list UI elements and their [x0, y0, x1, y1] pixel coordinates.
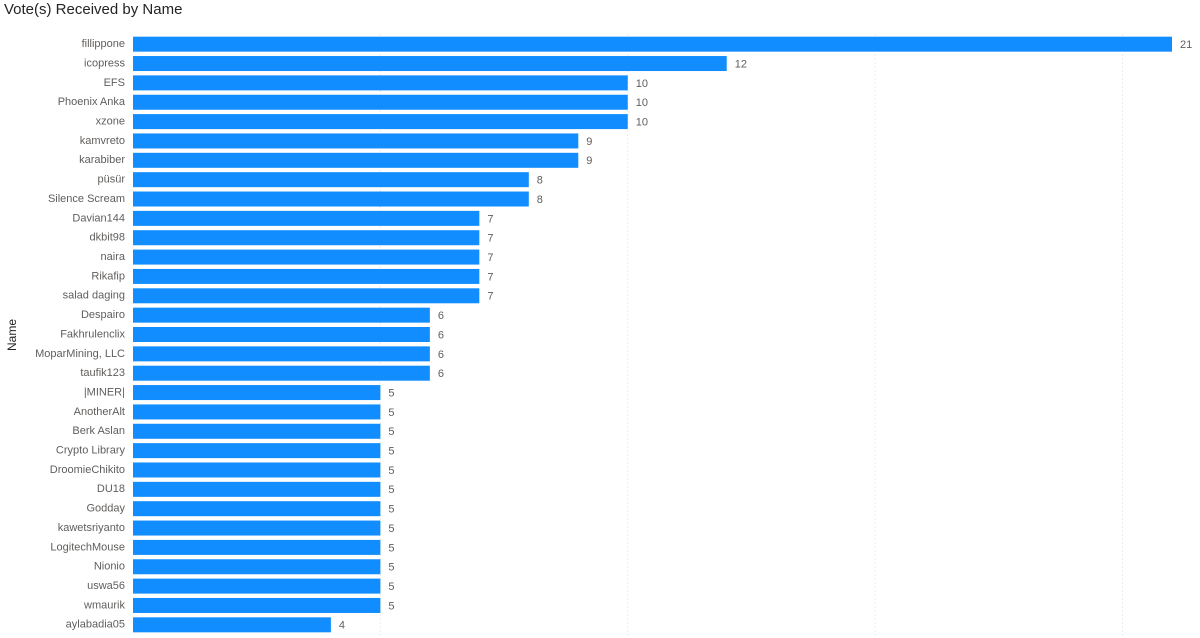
- data-label: 8: [537, 194, 543, 206]
- y-tick-label: icopress: [84, 57, 125, 69]
- bar: [133, 249, 480, 265]
- bar: [133, 56, 727, 72]
- y-tick-label: EFS: [104, 77, 125, 89]
- data-label: 10: [636, 97, 648, 109]
- data-label: 5: [388, 562, 394, 574]
- y-tick-label: uswa56: [87, 580, 125, 592]
- bar: [133, 481, 381, 497]
- bar: [133, 559, 381, 575]
- bar: [133, 75, 628, 91]
- bar: [133, 133, 579, 149]
- data-label: 5: [388, 407, 394, 419]
- bar: [133, 443, 381, 459]
- y-tick-label: Davian144: [72, 212, 125, 224]
- bar: [133, 617, 331, 633]
- bar: [133, 307, 430, 323]
- data-label: 9: [586, 136, 592, 148]
- bar: [133, 520, 381, 536]
- bar: [133, 288, 480, 304]
- y-tick-label: AnotherAlt: [74, 406, 125, 418]
- y-tick-label: fillippone: [82, 38, 125, 50]
- data-label: 7: [487, 271, 493, 283]
- bar: [133, 385, 381, 401]
- data-label: 12: [735, 58, 747, 70]
- data-label: 5: [388, 504, 394, 516]
- y-tick-label: Nionio: [94, 561, 125, 573]
- data-label: 4: [339, 620, 345, 632]
- y-tick-label: Berk Aslan: [72, 425, 125, 437]
- y-tick-label: DroomieChikito: [50, 464, 125, 476]
- y-tick-label: salad daging: [63, 290, 125, 302]
- data-label: 6: [438, 310, 444, 322]
- data-label: 7: [487, 291, 493, 303]
- y-axis-title: Name: [5, 319, 19, 351]
- y-tick-label: DU18: [97, 483, 125, 495]
- bar: [133, 268, 480, 284]
- bar: [133, 172, 529, 188]
- bar: [133, 152, 579, 168]
- bar: [133, 346, 430, 362]
- y-tick-label: Fakhrulenclix: [60, 328, 125, 340]
- data-label: 7: [487, 252, 493, 264]
- bar: [133, 114, 628, 130]
- y-tick-label: Despairo: [81, 309, 125, 321]
- bar: [133, 365, 430, 381]
- data-label: 6: [438, 329, 444, 341]
- y-tick-label: Rikafip: [91, 270, 125, 282]
- data-label: 9: [586, 155, 592, 167]
- bar: [133, 501, 381, 517]
- bar: [133, 404, 381, 420]
- y-tick-label: naira: [101, 251, 126, 263]
- data-label: 6: [438, 368, 444, 380]
- y-tick-label: Silence Scream: [48, 193, 125, 205]
- bar: [133, 578, 381, 594]
- y-tick-label: Crypto Library: [56, 445, 126, 457]
- data-label: 5: [388, 387, 394, 399]
- y-tick-label: kawetsriyanto: [58, 522, 125, 534]
- y-tick-label: wmaurik: [83, 599, 125, 611]
- y-tick-label: |MINER|: [84, 386, 125, 398]
- data-label: 5: [388, 426, 394, 438]
- bar: [133, 462, 381, 478]
- data-label: 10: [636, 117, 648, 129]
- data-label: 21: [1180, 39, 1192, 51]
- y-tick-label: Godday: [86, 503, 125, 515]
- y-tick-label: karabiber: [79, 154, 125, 166]
- y-tick-label: LogitechMouse: [50, 541, 125, 553]
- data-label: 7: [487, 233, 493, 245]
- bar: [133, 423, 381, 439]
- data-label: 8: [537, 175, 543, 187]
- bar: [133, 230, 480, 246]
- data-label: 5: [388, 484, 394, 496]
- bar: [133, 94, 628, 110]
- y-tick-label: püsür: [97, 174, 125, 186]
- y-tick-label: Phoenix Anka: [58, 96, 126, 108]
- data-label: 5: [388, 581, 394, 593]
- data-label: 6: [438, 349, 444, 361]
- data-label: 5: [388, 446, 394, 458]
- data-label: 5: [388, 600, 394, 612]
- bar: [133, 210, 480, 226]
- bar: [133, 36, 1172, 52]
- y-tick-label: dkbit98: [90, 232, 125, 244]
- data-label: 5: [388, 542, 394, 554]
- y-tick-label: MoparMining, LLC: [35, 348, 125, 360]
- bar: [133, 539, 381, 555]
- data-label: 7: [487, 213, 493, 225]
- data-label: 5: [388, 523, 394, 535]
- y-tick-label: aylabadia05: [66, 619, 125, 631]
- chart-title: Vote(s) Received by Name: [4, 1, 182, 18]
- y-tick-label: kamvreto: [80, 135, 125, 147]
- y-tick-label: taufik123: [80, 367, 125, 379]
- y-tick-label: xzone: [96, 116, 125, 128]
- data-label: 10: [636, 78, 648, 90]
- bar: [133, 191, 529, 207]
- data-label: 5: [388, 465, 394, 477]
- bar: [133, 597, 381, 613]
- bar: [133, 327, 430, 342]
